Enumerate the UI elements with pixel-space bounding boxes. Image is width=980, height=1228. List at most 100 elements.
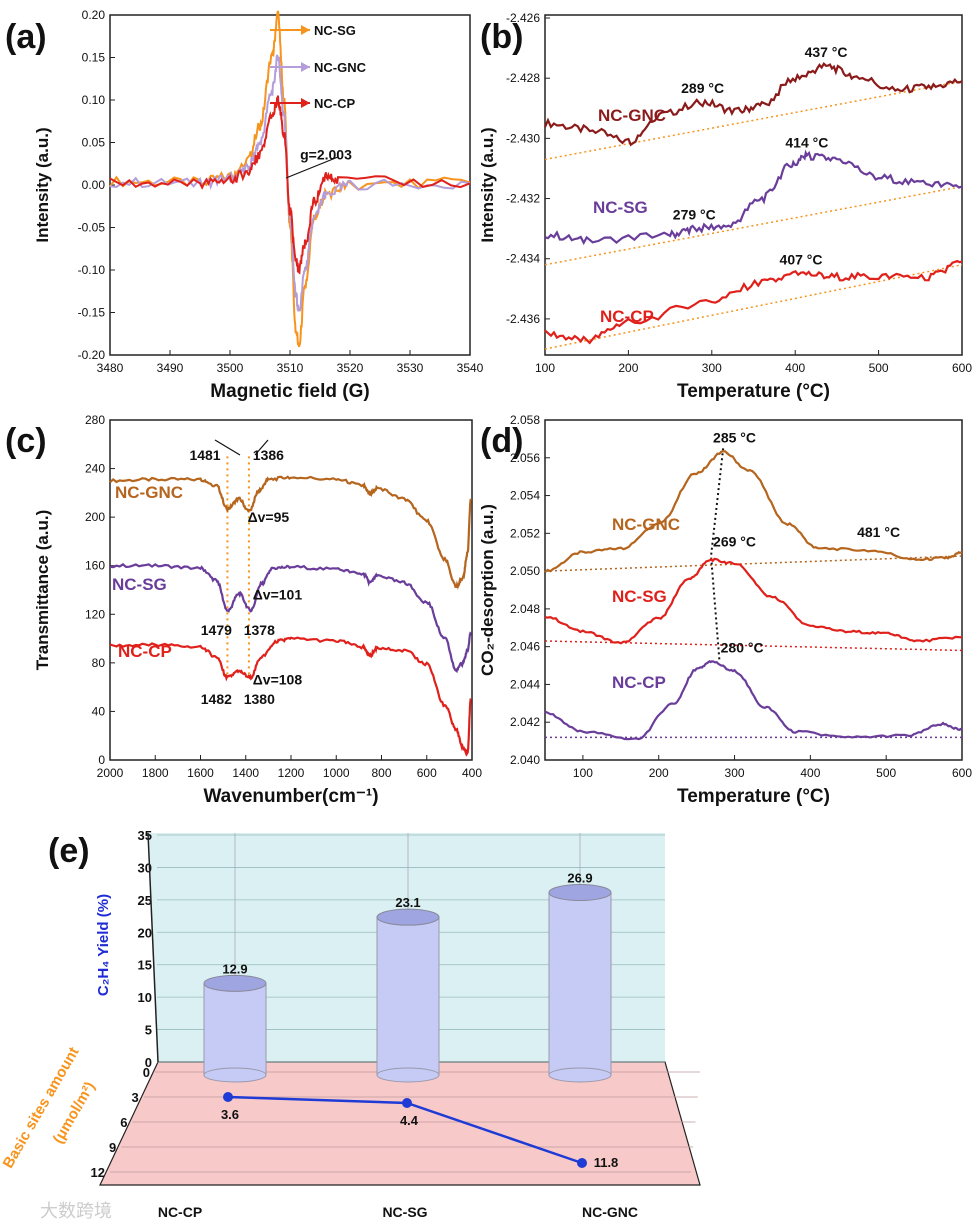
y-axis-label: Intensity (a.u.) — [478, 127, 497, 242]
x-tick-label: 3490 — [157, 361, 184, 375]
series-label: NC-SG — [593, 198, 648, 217]
y-tick-label: 0.10 — [82, 93, 106, 107]
point-value-label: 4.4 — [400, 1113, 419, 1128]
x-tick-label: 3520 — [337, 361, 364, 375]
y-tick-label: 280 — [85, 413, 105, 427]
x-tick-label: 2000 — [97, 766, 124, 780]
category-label: NC-SG — [382, 1204, 427, 1220]
legend-marker — [301, 25, 310, 35]
series-line-nc-cp — [544, 659, 963, 741]
series-label: NC-CP — [118, 642, 172, 661]
series-label: NC-CP — [600, 307, 654, 326]
y-tick-label: -0.10 — [78, 263, 106, 277]
y-tick-label: 15 — [138, 958, 152, 973]
x-tick-label: 500 — [869, 361, 889, 375]
y-tick-label: 0.05 — [82, 136, 106, 150]
bar-value-label: 23.1 — [395, 895, 420, 910]
panel-label: (a) — [5, 18, 47, 56]
y-tick-label: 0 — [143, 1065, 150, 1080]
series-line-nc-cp — [109, 636, 472, 757]
y-axis-label: CO₂-desorption (a.u.) — [478, 504, 497, 676]
series-line-nc-cp — [109, 95, 471, 275]
series-line-nc-sg — [544, 557, 963, 645]
y-tick-label: 0 — [145, 1055, 152, 1070]
point-value-label: 11.8 — [594, 1155, 619, 1170]
bar-base — [376, 1067, 440, 1083]
arrow — [254, 439, 269, 456]
bar-cylinder — [376, 916, 440, 1076]
annotation: 481 °C — [857, 524, 900, 540]
y-tick-label: -2.430 — [506, 131, 540, 145]
bar-value-label: 12.9 — [222, 961, 247, 976]
category-label: NC-GNC — [582, 1204, 638, 1220]
y-tick-label: 120 — [85, 607, 105, 621]
arrow — [214, 439, 241, 456]
annotation: 279 °C — [673, 207, 716, 223]
y-axis-label: Intensity (a.u.) — [33, 127, 52, 242]
x-tick-label: 200 — [618, 361, 638, 375]
y-tick-label: -2.436 — [506, 312, 540, 326]
y-tick-label: 35 — [138, 828, 152, 843]
y-tick-label: 20 — [138, 925, 152, 940]
y-tick-label: 6 — [120, 1115, 127, 1130]
peak-trace — [710, 448, 725, 660]
panel-label: (d) — [480, 422, 523, 460]
bar-value-label: 26.9 — [567, 871, 592, 886]
annotation: 437 °C — [805, 44, 848, 60]
series-line-nc-sg — [109, 10, 471, 348]
legend-label: NC-CP — [314, 96, 355, 111]
x-tick-label: 800 — [371, 766, 391, 780]
x-axis-label: Temperature (°C) — [677, 786, 830, 807]
y-tick-label: 12 — [91, 1165, 105, 1180]
y-axis-label-top: C₂H₄ Yield (%) — [95, 894, 112, 996]
annotation: 280 °C — [721, 639, 764, 655]
x-tick-label: 1800 — [142, 766, 169, 780]
y-axis-label: Transmittance (a.u.) — [33, 510, 52, 671]
series-label: NC-SG — [612, 587, 667, 606]
x-tick-label: 600 — [952, 766, 972, 780]
y-axis — [147, 832, 159, 1063]
y-tick-label: 240 — [85, 462, 105, 476]
x-tick-label: 3480 — [97, 361, 124, 375]
plot-frame — [544, 14, 963, 356]
x-axis-label: Magnetic field (G) — [210, 381, 369, 402]
annotation: 1378 — [244, 622, 275, 638]
y-tick-label: 2.054 — [510, 489, 540, 503]
y-tick-label: 2.046 — [510, 640, 540, 654]
y-tick-label: 0.00 — [82, 178, 106, 192]
y-tick-label: 80 — [92, 656, 106, 670]
annotation: 414 °C — [785, 134, 828, 150]
bar-top — [376, 908, 440, 926]
legend-label: NC-SG — [314, 23, 356, 38]
x-tick-label: 300 — [725, 766, 745, 780]
bar-top — [203, 974, 267, 992]
y-tick-label: 0.15 — [82, 51, 106, 65]
annotation: 1481 — [189, 447, 220, 463]
y-tick-label: 25 — [138, 893, 152, 908]
series-line-nc-gnc — [543, 61, 963, 147]
y-tick-label: 2.058 — [510, 413, 540, 427]
x-tick-label: 400 — [800, 766, 820, 780]
bar-top — [548, 884, 612, 902]
series-label: NC-GNC — [115, 483, 183, 502]
annotation: 269 °C — [713, 534, 756, 550]
annotation: Δv=108 — [253, 672, 303, 688]
annotation: 1386 — [253, 447, 284, 463]
y-tick-label: 9 — [109, 1140, 116, 1155]
y-tick-label: -2.428 — [506, 71, 540, 85]
annotation: g=2.003 — [300, 147, 352, 163]
series-line-nc-sg — [544, 149, 963, 246]
y-tick-label: 2.050 — [510, 564, 540, 578]
baseline — [544, 263, 963, 350]
series-label: NC-CP — [612, 673, 666, 692]
y-tick-label: 2.056 — [510, 451, 540, 465]
y-tick-label: 2.040 — [510, 753, 540, 767]
y-tick-label: 2.042 — [510, 715, 540, 729]
basic-sites-point — [223, 1092, 233, 1102]
x-tick-label: 3510 — [277, 361, 304, 375]
panel-label: (b) — [480, 18, 523, 56]
annotation: 1380 — [244, 691, 275, 707]
x-axis-label: Wavenumber(cm⁻¹) — [203, 786, 378, 807]
x-tick-label: 1000 — [323, 766, 350, 780]
